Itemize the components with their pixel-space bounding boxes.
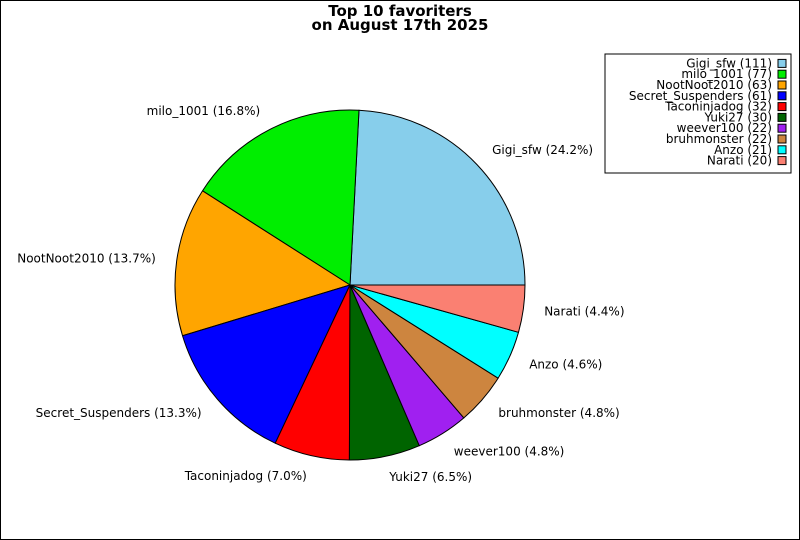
- pie-slice-milo_1001: [201, 109, 360, 286]
- chart-title-line-1: Top 10 favoriters: [328, 2, 472, 20]
- legend-swatch-milo_1001: [777, 69, 787, 79]
- slice-label-milo_1001: milo_1001 (16.8%): [147, 104, 261, 118]
- pie-slice-Secret_Suspenders: [182, 284, 351, 444]
- legend-swatch-NootNoot2010: [777, 80, 787, 90]
- legend-box: [604, 53, 792, 174]
- pie-slice-Gigi_sfw: [349, 109, 526, 286]
- slice-label-bruhmonster: bruhmonster (4.8%): [498, 406, 619, 420]
- legend-swatch-Gigi_sfw: [777, 58, 787, 68]
- slice-label-weever100: weever100 (4.8%): [454, 444, 565, 458]
- legend: Gigi_sfw (111)milo_1001 (77)NootNoot2010…: [604, 53, 792, 174]
- legend-swatch-weever100: [777, 123, 787, 133]
- legend-entry-Yuki27: Yuki27 (30): [703, 110, 772, 124]
- slice-label-NootNoot2010: NootNoot2010 (13.7%): [17, 251, 156, 265]
- legend-swatch-bruhmonster: [777, 134, 787, 144]
- slice-label-Secret_Suspenders: Secret_Suspenders (13.3%): [36, 406, 202, 420]
- slice-label-Narati: Narati (4.4%): [544, 305, 624, 319]
- slice-label-Anzo: Anzo (4.6%): [529, 358, 602, 372]
- pie-labels: Gigi_sfw (24.2%) milo_1001 (16.8%) NootNoo…: [17, 104, 624, 484]
- chart-title-line-2: on August 17th 2025: [312, 16, 489, 34]
- legend-swatch-Anzo: [777, 145, 787, 155]
- legend-entry-bruhmonster: bruhmonster (22): [666, 132, 772, 146]
- legend-entry-weever100: weever100 (22): [677, 121, 772, 135]
- pie-slice-Narati: [349, 284, 526, 333]
- pie-slice-NootNoot2010: [174, 190, 351, 337]
- slice-label-Yuki27: Yuki27 (6.5%): [388, 470, 472, 484]
- legend-entry-Anzo: Anzo (21): [714, 143, 772, 157]
- legend-entry-Narati: Narati (20): [707, 154, 772, 168]
- legend-entry-milo_1001: milo_1001 (77): [681, 67, 772, 81]
- pie-slices: [174, 109, 526, 461]
- legend-entry-Secret_Suspenders: Secret_Suspenders (61): [629, 89, 772, 103]
- legend-swatch-Secret_Suspenders: [777, 91, 787, 101]
- legend-swatch-Narati: [777, 156, 787, 166]
- slice-label-Taconinjadog: Taconinjadog (7.0%): [184, 469, 307, 483]
- legend-entry-Taconinjadog: Taconinjadog (32): [664, 100, 772, 114]
- legend-entry-NootNoot2010: NootNoot2010 (63): [656, 78, 772, 92]
- legend-entry-Gigi_sfw: Gigi_sfw (111): [686, 56, 772, 70]
- legend-swatch-Taconinjadog: [777, 102, 787, 112]
- legend-swatch-Yuki27: [777, 112, 787, 122]
- slice-label-Gigi_sfw: Gigi_sfw (24.2%): [492, 143, 593, 157]
